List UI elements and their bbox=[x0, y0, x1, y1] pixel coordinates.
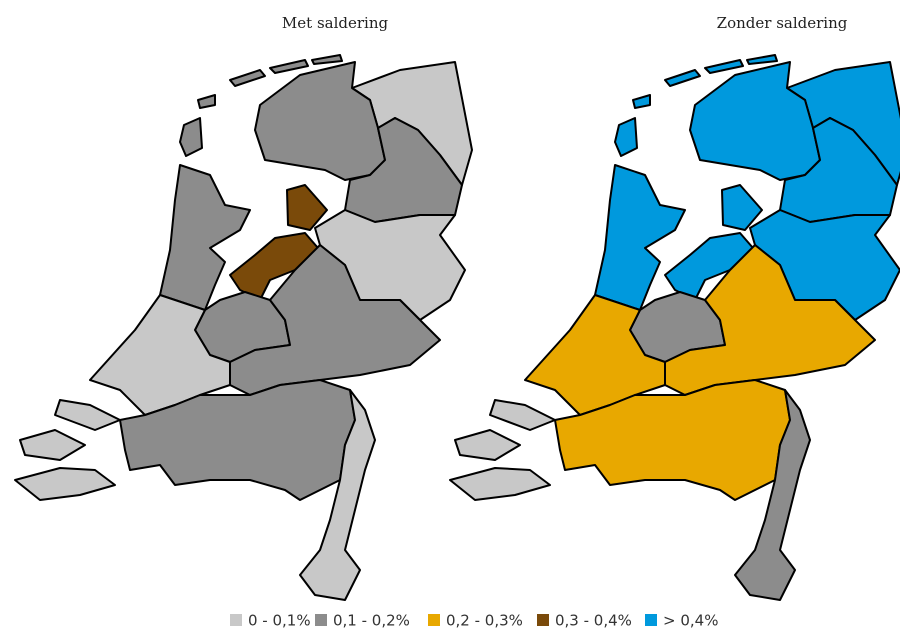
legend-swatch bbox=[315, 614, 327, 626]
map-title: Met saldering bbox=[282, 14, 389, 32]
legend-label: 0,1 - 0,2% bbox=[333, 612, 410, 630]
province bbox=[664, 244, 876, 396]
province bbox=[14, 399, 121, 501]
legend-label: 0 - 0,1% bbox=[248, 612, 311, 630]
legend-label: 0,2 - 0,3% bbox=[446, 612, 523, 630]
province bbox=[229, 244, 441, 396]
province bbox=[179, 54, 386, 181]
province bbox=[159, 164, 251, 311]
map bbox=[14, 54, 473, 601]
province bbox=[299, 389, 376, 601]
province bbox=[594, 164, 686, 311]
legend-swatch bbox=[428, 614, 440, 626]
legend-label: > 0,4% bbox=[663, 612, 718, 630]
legend: 0 - 0,1% 0,1 - 0,2% 0,2 - 0,3% 0,3 - 0,4% > … bbox=[230, 612, 718, 630]
legend-label: 0,3 - 0,4% bbox=[555, 612, 632, 630]
province bbox=[614, 54, 821, 181]
legend-swatch bbox=[537, 614, 549, 626]
province bbox=[734, 389, 811, 601]
legend-swatch bbox=[645, 614, 657, 626]
province bbox=[449, 399, 556, 501]
map-title: Zonder saldering bbox=[717, 14, 848, 32]
legend-swatch bbox=[230, 614, 242, 626]
maps bbox=[14, 54, 900, 601]
map bbox=[449, 54, 900, 601]
